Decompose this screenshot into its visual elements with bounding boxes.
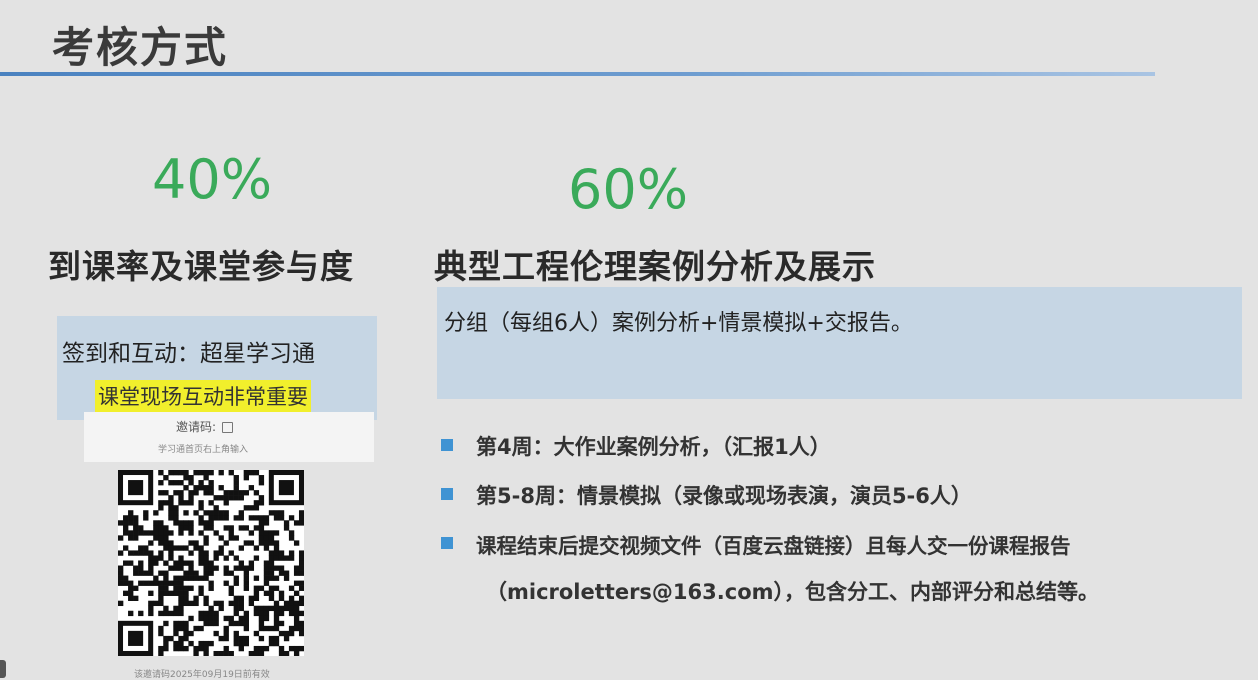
invite-code-label: 邀请码: <box>176 418 233 435</box>
interaction-highlight: 课堂现场互动非常重要 <box>95 380 311 412</box>
checkin-text: 签到和互动：超星学习通 <box>62 341 315 367</box>
qr-code <box>118 470 304 656</box>
invite-code-label-text: 邀请码: <box>176 420 220 434</box>
project-percent: 60% <box>568 158 689 221</box>
attendance-heading: 到课率及课堂参与度 <box>48 247 354 286</box>
project-heading: 典型工程伦理案例分析及展示 <box>434 247 876 286</box>
group-info-text: 分组（每组6人）案例分析+情景模拟+交报告。 <box>444 311 913 336</box>
bullet-square-icon <box>441 488 453 500</box>
attendance-percent: 40% <box>152 148 273 211</box>
bullet-square-icon <box>441 537 453 549</box>
bullet-square-icon <box>441 439 453 451</box>
group-info-box <box>437 287 1242 399</box>
invite-code-hint: 学习通首页右上角输入 <box>158 445 249 455</box>
edge-handle <box>0 660 6 678</box>
invite-code-card <box>84 412 374 462</box>
page-title: 考核方式 <box>52 23 229 72</box>
bullet-item-final-continuation: （microletters@163.com），包含分工、内部评分和总结等。 <box>486 580 1099 604</box>
copy-icon[interactable] <box>221 422 233 433</box>
bullet-item-week5-8: 第5-8周：情景模拟（录像或现场表演，演员5-6人） <box>476 484 972 508</box>
bullet-item-final: 课程结束后提交视频文件（百度云盘链接）且每人交一份课程报告 <box>476 534 1071 558</box>
bullet-item-week4: 第4周：大作业案例分析，（汇报1人） <box>476 435 831 459</box>
title-divider <box>0 72 1155 76</box>
invite-expiry-note: 该邀请码2025年09月19日前有效 <box>134 670 270 680</box>
